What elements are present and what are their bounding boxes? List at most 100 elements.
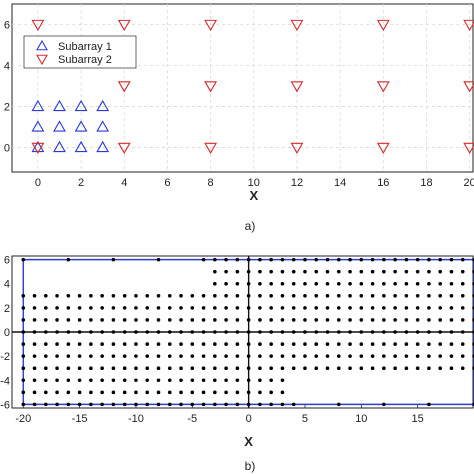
coarray-lag-point xyxy=(122,330,127,334)
coarray-lag-point xyxy=(280,342,285,346)
coarray-lag-point xyxy=(190,318,195,322)
coarray-lag-point xyxy=(280,281,285,286)
coarray-lag-point xyxy=(393,366,397,370)
coarray-lag-point xyxy=(145,354,150,358)
coarray-lag-point xyxy=(404,318,409,322)
coarray-lag-point xyxy=(89,402,93,407)
coarray-lag-point xyxy=(44,378,48,383)
coarray-lag-point xyxy=(134,354,138,358)
coarray-lag-point xyxy=(246,366,251,370)
subarray-1-point xyxy=(96,140,110,153)
coarray-lag-point xyxy=(201,306,206,310)
coarray-lag-point xyxy=(122,390,127,395)
coarray-lag-point xyxy=(179,306,183,310)
coarray-lag-point xyxy=(167,294,172,298)
coarray-lag-point xyxy=(89,366,93,370)
coarray-lag-point xyxy=(134,318,138,322)
coarray-lag-point xyxy=(145,330,150,334)
coarray-lag-point xyxy=(21,342,26,346)
coarray-lag-point xyxy=(44,342,48,346)
coarray-lag-point xyxy=(224,318,228,322)
coarray-lag-point xyxy=(269,390,273,395)
coarray-lag-point xyxy=(134,342,138,346)
coarray-lag-point xyxy=(280,257,285,262)
coarray-lag-point xyxy=(77,306,82,310)
coarray-lag-point xyxy=(21,366,26,370)
coarray-lag-point xyxy=(303,366,307,370)
subarray-2-point xyxy=(463,81,474,93)
coarray-lag-point xyxy=(100,402,104,407)
coarray-lag-point xyxy=(325,269,330,274)
coarray-lag-point xyxy=(370,281,375,286)
coarray-lag-point xyxy=(100,318,104,322)
coarray-lag-point xyxy=(77,330,82,334)
coarray-lag-point xyxy=(359,366,364,370)
subarray-2-point xyxy=(463,142,474,155)
coarray-lag-point xyxy=(427,402,431,407)
coarray-lag-point xyxy=(415,318,420,322)
coarray-lag-point xyxy=(460,306,465,310)
coarray-lag-point xyxy=(348,354,352,358)
coarray-lag-point xyxy=(258,257,262,262)
coarray-lag-point xyxy=(213,390,217,395)
coarray-lag-point xyxy=(32,294,37,298)
panel-a: 0 2 4 6 8 10 12 14 16 18 20 0 2 4 6 Subarray 1Subarra… xyxy=(4,3,474,233)
coarray-lag-point xyxy=(224,330,228,334)
coarray-lag-point xyxy=(235,318,240,322)
coarray-lag-point xyxy=(156,330,161,334)
subarray-2-point xyxy=(376,81,390,93)
coarray-lag-point xyxy=(167,402,172,407)
coarray-lag-point xyxy=(370,330,375,334)
coarray-lag-point xyxy=(66,378,71,383)
coarray-lag-point xyxy=(438,354,442,358)
coarray-lag-point xyxy=(303,318,307,322)
coarray-lag-point xyxy=(190,390,195,395)
coarray-lag-point xyxy=(201,342,206,346)
coarray-lag-point xyxy=(55,354,59,358)
panel-b-x-tick-label: -5 xyxy=(187,413,197,425)
coarray-lag-point xyxy=(213,402,217,407)
coarray-lag-point xyxy=(382,354,386,358)
coarray-lag-point xyxy=(246,342,251,346)
subarray-2-point xyxy=(31,19,45,32)
coarray-lag-point xyxy=(167,378,172,383)
coarray-lag-point xyxy=(280,390,285,395)
subarray-2-point xyxy=(290,142,304,155)
coarray-lag-point xyxy=(291,366,296,370)
coarray-lag-point xyxy=(55,402,59,407)
coarray-lag-point xyxy=(460,294,465,298)
coarray-lag-point xyxy=(77,366,82,370)
coarray-lag-point xyxy=(111,366,116,370)
coarray-lag-point xyxy=(415,294,420,298)
panel-b-x-ticks: -20 -15 -10 -5 0 5 10 15 xyxy=(15,405,424,425)
coarray-lag-point xyxy=(393,294,397,298)
coarray-lag-point xyxy=(404,306,409,310)
coarray-lag-point xyxy=(280,366,285,370)
coarray-lag-point xyxy=(77,402,82,407)
coarray-lag-point xyxy=(269,294,273,298)
coarray-lag-point xyxy=(314,318,319,322)
coarray-lag-point xyxy=(280,318,285,322)
coarray-lag-point xyxy=(213,269,217,274)
coarray-lag-point xyxy=(66,257,71,262)
coarray-lag-point xyxy=(122,306,127,310)
coarray-lag-point xyxy=(269,269,273,274)
coarray-lag-point xyxy=(303,306,307,310)
panel-a-y-ticks: 0 2 4 6 xyxy=(4,19,10,154)
panel-b-x-tick-label: -15 xyxy=(72,413,88,425)
coarray-lag-point xyxy=(134,390,138,395)
subarray-2-point xyxy=(376,19,390,32)
coarray-lag-point xyxy=(156,257,161,262)
coarray-lag-point xyxy=(382,318,386,322)
legend-entry: Subarray 1 xyxy=(58,41,112,53)
coarray-lag-point xyxy=(201,402,206,407)
coarray-lag-point xyxy=(449,318,454,322)
coarray-lag-point xyxy=(111,330,116,334)
coarray-lag-point xyxy=(179,366,183,370)
coarray-lag-point xyxy=(44,366,48,370)
coarray-lag-point xyxy=(314,306,319,310)
coarray-lag-point xyxy=(303,281,307,286)
coarray-lag-point xyxy=(427,306,431,310)
coarray-lag-point xyxy=(246,378,251,383)
